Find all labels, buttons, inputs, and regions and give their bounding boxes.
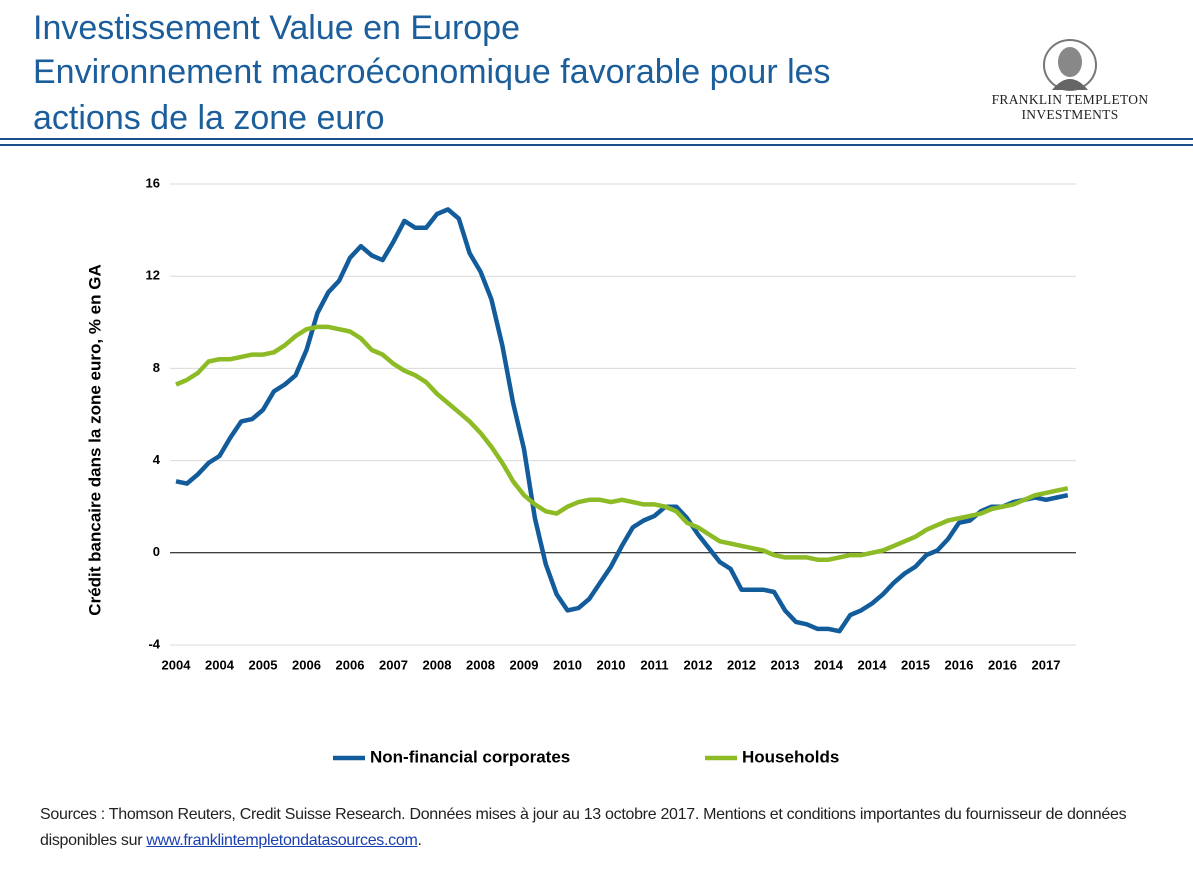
x-tick-label: 2012 <box>727 657 756 672</box>
series-line <box>175 324 1069 562</box>
x-tick-label: 2016 <box>945 657 974 672</box>
source-end: . <box>417 832 422 849</box>
x-tick-label: 2008 <box>466 657 495 672</box>
series-line <box>175 207 1069 634</box>
title-line: Environnement macroéconomique favorable … <box>33 53 831 91</box>
sources: Sources : Thomson Reuters, Credit Suisse… <box>40 802 1150 854</box>
logo-line: FRANKLIN TEMPLETON <box>991 92 1149 107</box>
x-tick-label: 2014 <box>814 657 844 672</box>
source-text: Sources : Thomson Reuters, Credit Suisse… <box>40 806 1127 849</box>
x-tick-label: 2017 <box>1032 657 1061 672</box>
logo-line: INVESTMENTS <box>1021 107 1119 122</box>
x-tick-label: 2010 <box>597 657 626 672</box>
x-tick-label: 2007 <box>379 657 408 672</box>
y-tick-label: 12 <box>146 268 160 283</box>
x-tick-label: 2010 <box>553 657 582 672</box>
title-line: Investissement Value en Europe <box>33 9 520 47</box>
legend-label: Non-financial corporates <box>370 747 570 766</box>
title-line: actions de la zone euro <box>33 99 385 137</box>
logo-emblem <box>1043 39 1097 91</box>
source-link[interactable]: www.franklintempletondatasources.com <box>146 832 418 849</box>
x-tick-label: 2005 <box>249 657 278 672</box>
chart: Crédit bancaire dans la zone euro, % en … <box>85 175 1076 766</box>
x-tick-label: 2012 <box>684 657 713 672</box>
x-tick-label: 2016 <box>988 657 1017 672</box>
legend-label: Households <box>742 747 839 766</box>
y-tick-label: 4 <box>153 452 161 467</box>
y-axis-label: Crédit bancaire dans la zone euro, % en … <box>85 264 104 615</box>
x-tick-label: 2004 <box>205 657 235 672</box>
x-tick-label: 2011 <box>640 657 668 672</box>
x-tick-label: 2008 <box>423 657 452 672</box>
x-tick-label: 2014 <box>858 657 888 672</box>
x-tick-label: 2015 <box>901 657 930 672</box>
header-rule <box>0 138 1193 146</box>
y-tick-label: -4 <box>148 636 160 651</box>
y-tick-label: 8 <box>153 360 160 375</box>
x-tick-label: 2013 <box>771 657 800 672</box>
x-tick-label: 2004 <box>162 657 192 672</box>
logo-text: FRANKLIN TEMPLETON INVESTMENTS <box>980 92 1160 122</box>
x-tick-label: 2006 <box>292 657 321 672</box>
x-tick-label: 2006 <box>336 657 365 672</box>
x-tick-label: 2009 <box>510 657 539 672</box>
y-tick-label: 16 <box>146 175 160 190</box>
y-tick-label: 0 <box>153 544 160 559</box>
